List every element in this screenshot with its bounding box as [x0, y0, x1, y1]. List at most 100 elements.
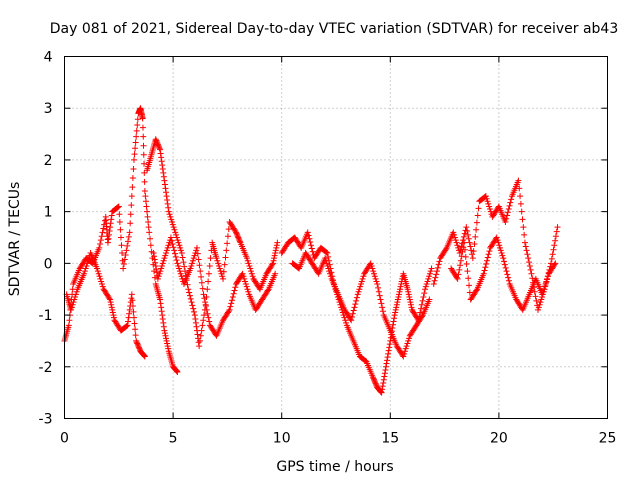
data-point: [395, 291, 402, 298]
data-point: [269, 261, 276, 268]
data-point: [503, 268, 510, 275]
data-point: [502, 264, 509, 271]
data-point: [220, 275, 227, 282]
data-point: [398, 281, 405, 288]
data-point: [551, 242, 558, 249]
data-point: [132, 145, 139, 152]
data-point: [159, 260, 166, 267]
data-point: [66, 317, 73, 324]
data-point: [131, 314, 138, 321]
data-point: [229, 297, 236, 304]
data-point: [454, 242, 461, 249]
data-point: [200, 317, 207, 324]
data-point: [406, 335, 413, 342]
data-point: [430, 281, 437, 288]
data-point: [198, 327, 205, 334]
data-point: [523, 247, 530, 254]
data-point: [109, 309, 116, 316]
data-point: [168, 216, 175, 223]
data-point: [171, 226, 178, 233]
x-tick-label: 25: [599, 431, 617, 447]
data-point: [421, 290, 428, 297]
data-point: [369, 374, 376, 381]
data-point: [116, 211, 123, 218]
data-point: [173, 234, 180, 241]
data-point: [243, 283, 250, 290]
data-point: [173, 257, 180, 264]
data-point: [205, 270, 212, 277]
data-point: [270, 260, 277, 267]
data-point: [417, 309, 424, 316]
data-point: [274, 239, 281, 246]
data-point: [97, 275, 104, 282]
data-point: [153, 269, 160, 276]
data-point: [125, 318, 132, 325]
data-point: [130, 165, 137, 172]
data-point: [157, 300, 164, 307]
data-point: [385, 347, 392, 354]
data-point: [397, 283, 404, 290]
data-point: [521, 231, 528, 238]
data-point: [180, 259, 187, 266]
data-point: [141, 169, 148, 176]
data-point: [115, 203, 122, 210]
data-point: [498, 250, 505, 257]
data-point: [348, 317, 355, 324]
data-point: [202, 303, 209, 310]
data-point: [385, 350, 392, 357]
data-point: [325, 253, 332, 260]
data-point: [455, 271, 462, 278]
data-point: [378, 300, 385, 307]
data-point: [323, 260, 330, 267]
data-point: [157, 146, 164, 153]
data-point: [129, 297, 136, 304]
data-point: [401, 348, 408, 355]
data-series-1: [61, 105, 181, 375]
data-point: [165, 242, 172, 249]
data-point: [373, 381, 380, 388]
data-point: [81, 268, 88, 275]
data-point: [432, 274, 439, 281]
data-point: [504, 212, 511, 219]
data-point: [172, 253, 179, 260]
data-point: [207, 255, 214, 262]
data-point: [188, 262, 195, 269]
data-point: [176, 242, 183, 249]
data-point: [144, 213, 151, 220]
data-point: [163, 250, 170, 257]
x-tick-label: 10: [273, 431, 291, 447]
data-point: [325, 265, 332, 272]
data-point: [353, 294, 360, 301]
data-point: [452, 237, 459, 244]
data-point: [158, 308, 165, 315]
data-point: [191, 312, 198, 319]
data-point: [206, 262, 213, 269]
data-point: [195, 256, 202, 263]
data-point: [107, 299, 114, 306]
data-point: [349, 314, 356, 321]
data-point: [551, 261, 558, 268]
data-series-8: [448, 234, 559, 313]
data-point: [98, 233, 105, 240]
data-point: [243, 255, 250, 262]
data-point: [139, 115, 146, 122]
data-point: [235, 235, 242, 242]
data-point: [201, 295, 208, 302]
data-point: [94, 268, 101, 275]
data-point: [552, 237, 559, 244]
data-point: [65, 322, 72, 329]
data-point: [177, 270, 184, 277]
data-point: [471, 240, 478, 247]
data-point: [371, 378, 378, 385]
data-point: [158, 262, 165, 269]
data-point: [322, 255, 329, 262]
y-axis-label: SDTVAR / TECUs: [7, 182, 23, 297]
data-point: [191, 308, 198, 315]
data-point: [108, 301, 115, 308]
data-point: [145, 218, 152, 225]
data-point: [382, 363, 389, 370]
data-point: [107, 224, 114, 231]
data-point: [194, 250, 201, 257]
data-point: [127, 211, 134, 218]
data-point: [500, 255, 507, 262]
